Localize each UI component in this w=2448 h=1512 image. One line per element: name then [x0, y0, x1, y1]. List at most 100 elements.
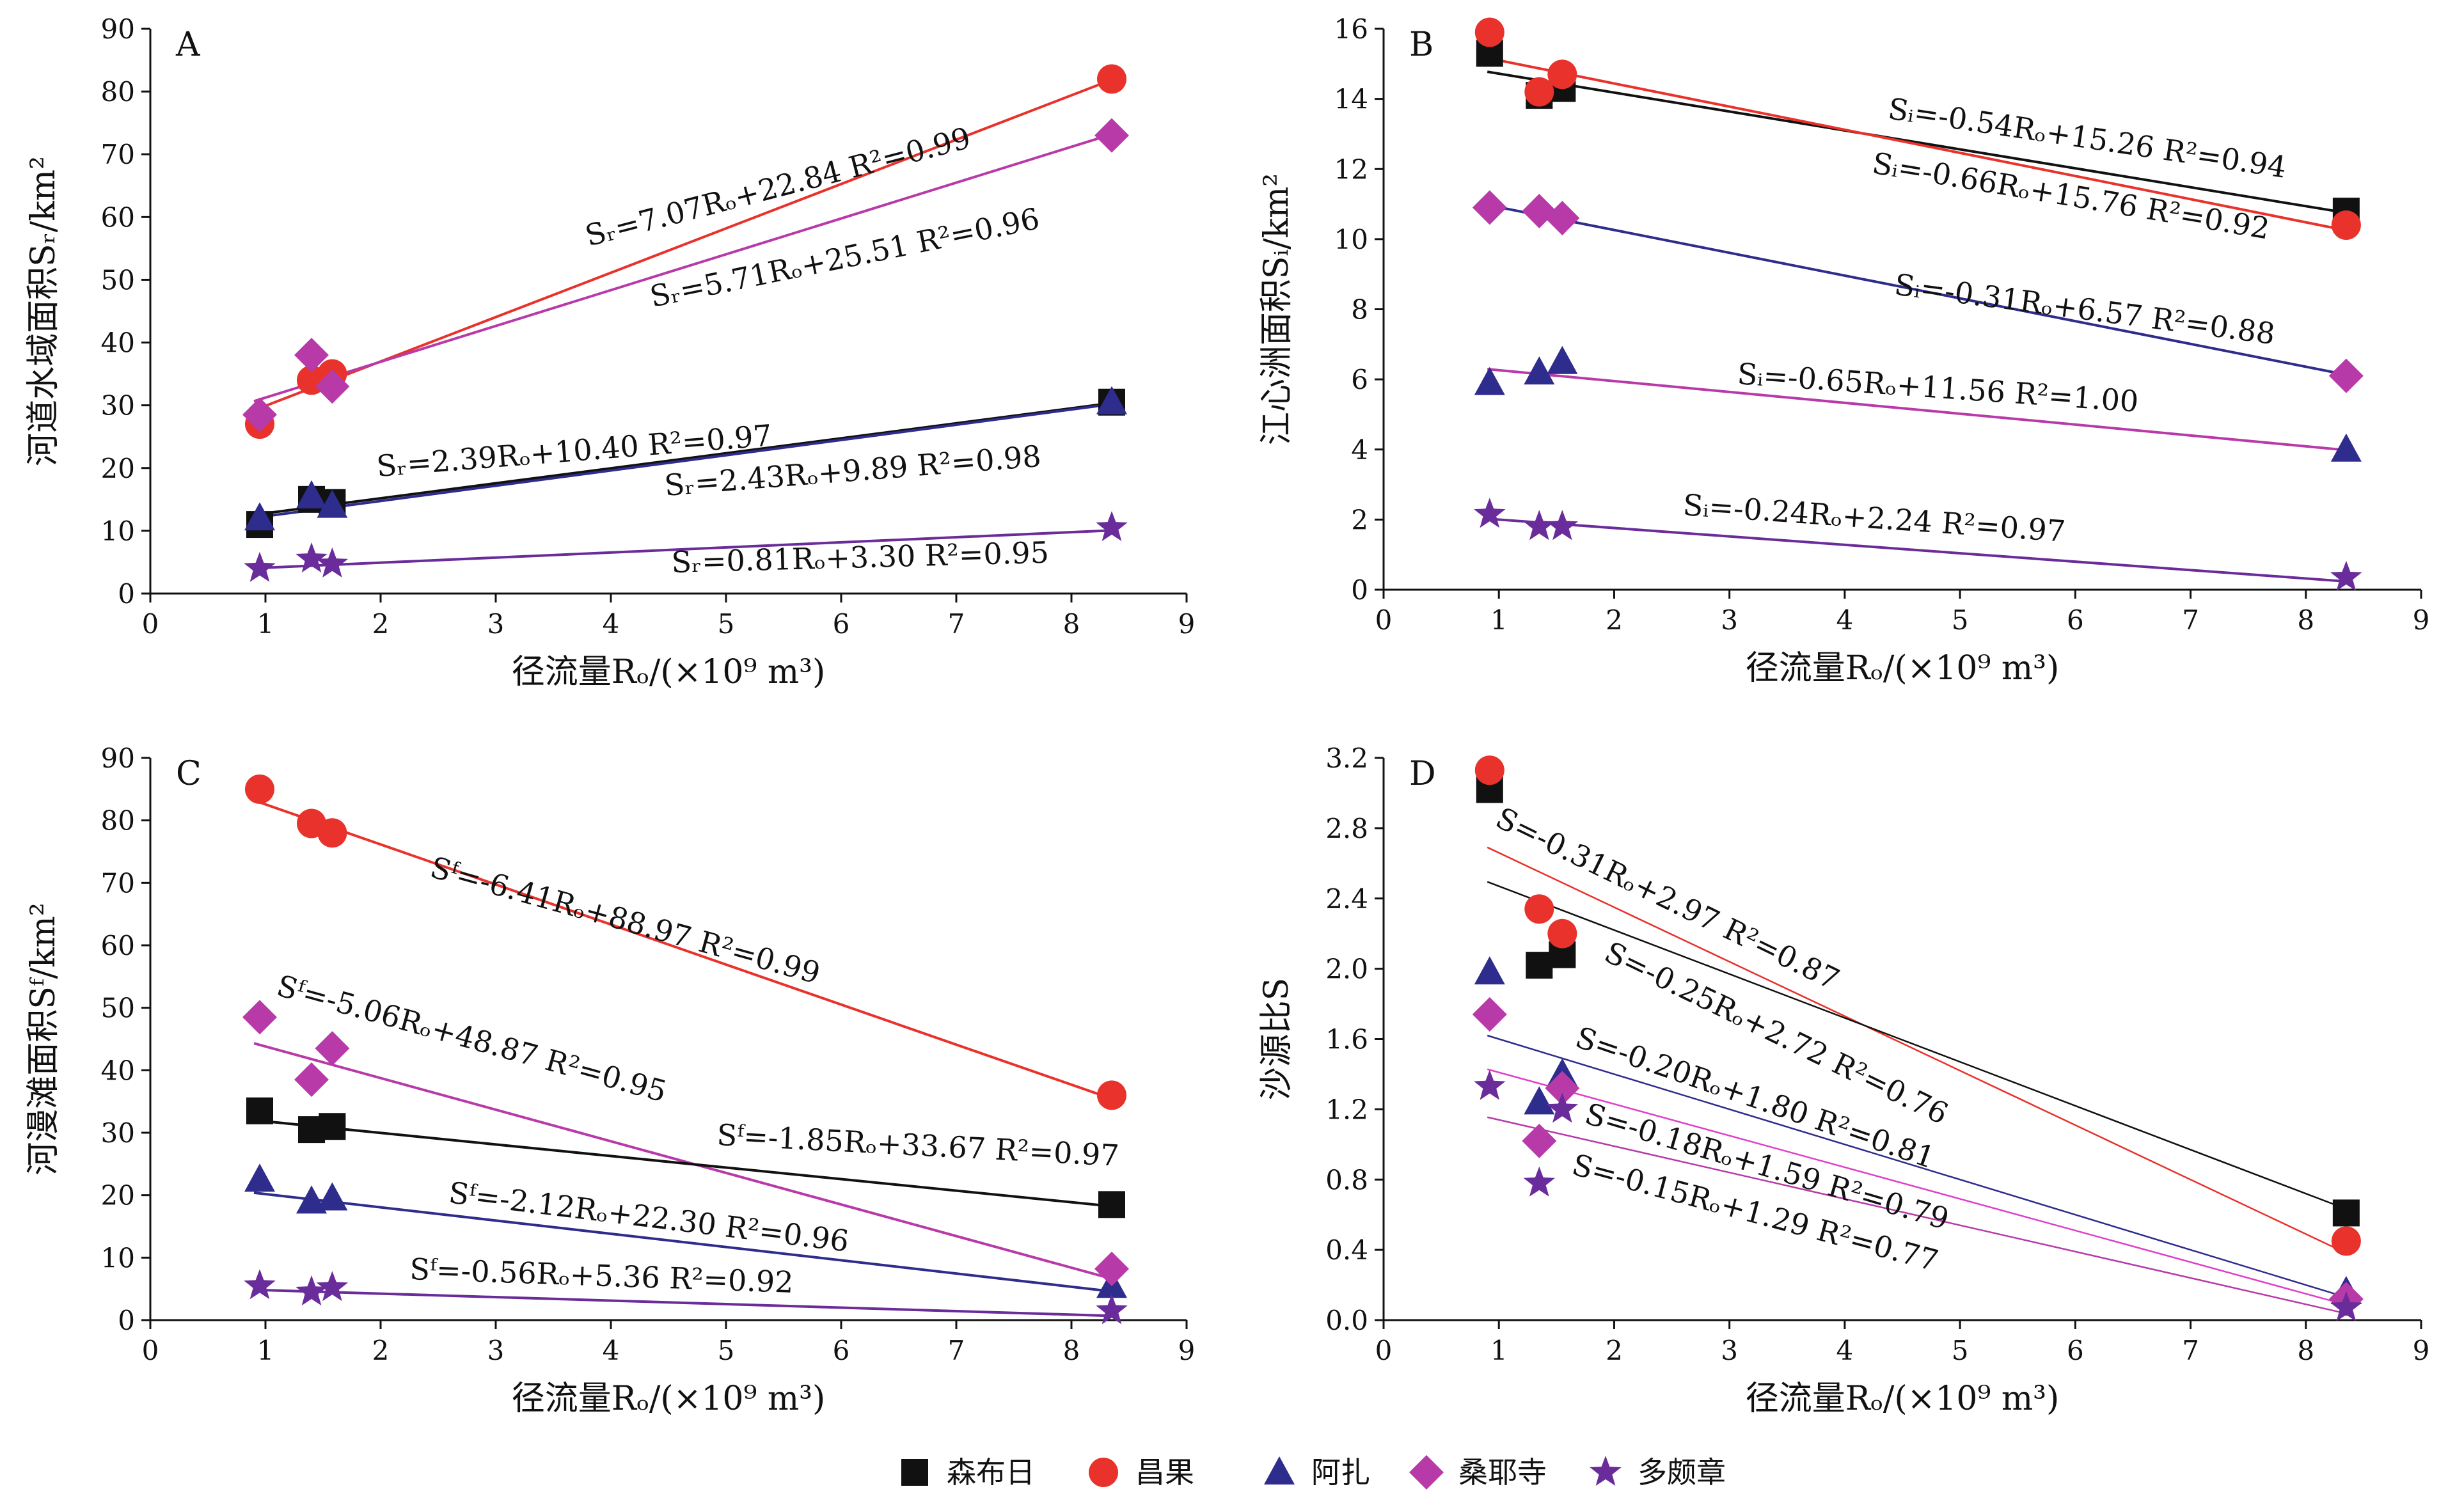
y-tick-label: 60	[101, 930, 135, 961]
panel-d: 0 1 2 3 4 5 6 7 8 9 0.0 0.4 0.8 1.2 1.6 2.0 2.4 2.8 3.2 D 径流…	[1258, 743, 2429, 1418]
fit-line-senburi	[253, 402, 1112, 516]
data-point-changguo	[1474, 755, 1504, 785]
fit-line-duopozhang	[1487, 1116, 2347, 1314]
x-axis-title: 径流量Rₒ/(×10⁹ m³)	[1746, 649, 2060, 688]
data-point-duopozhang	[1474, 498, 1506, 528]
x-tick-label: 5	[1952, 604, 1969, 636]
fit-equation-changguo: Sᶠ=-6.41Rₒ+88.97 R²=0.99	[427, 850, 824, 991]
y-tick-label: 60	[101, 201, 135, 233]
data-point-changguo	[1547, 918, 1577, 949]
data-point-sangyesi	[1545, 200, 1580, 235]
data-point-sangyesi	[294, 338, 329, 373]
fit-line-senburi	[1487, 881, 2347, 1210]
y-tick-label: 30	[101, 390, 135, 421]
x-tick-label: 6	[2067, 604, 2084, 636]
x-tick-label: 6	[2067, 1335, 2084, 1366]
y-tick-label: 6	[1351, 364, 1368, 395]
data-point-duopozhang	[1546, 1092, 1579, 1123]
data-point-aza	[296, 480, 327, 508]
x-tick-label: 8	[1063, 1335, 1080, 1366]
x-tick-label: 9	[1178, 608, 1196, 640]
legend-label-changguo: 昌果	[1135, 1455, 1194, 1490]
data-point-duopozhang	[1096, 1294, 1128, 1325]
y-tick-label: 0.0	[1325, 1305, 1368, 1336]
fit-line-aza	[253, 402, 1112, 519]
fit-equation-aza: Sᵢ=-0.65Rₒ+11.56 R²=1.00	[1736, 356, 2140, 419]
fit-equation-duopozhang: Sᵢ=-0.24Rₒ+2.24 R²=0.97	[1682, 487, 2067, 549]
data-point-duopozhang	[1523, 1166, 1555, 1197]
y-tick-label: 0	[1351, 574, 1368, 606]
data-point-senburi	[1526, 952, 1553, 979]
fit-line-senburi	[253, 1119, 1112, 1208]
fit-line-changguo	[253, 78, 1112, 412]
y-tick-label: 1.6	[1325, 1024, 1368, 1055]
x-tick-label: 4	[603, 608, 620, 640]
data-point-changguo	[1474, 17, 1504, 47]
data-point-senburi	[2332, 1199, 2360, 1227]
data-point-aza	[244, 502, 275, 531]
fit-line-sangyesi	[1487, 1068, 2347, 1306]
fit-line-aza	[1487, 203, 2347, 376]
y-tick-label: 30	[101, 1117, 135, 1149]
fit-line-aza	[1487, 1034, 2347, 1298]
data-point-senburi	[246, 1097, 273, 1124]
y-tick-label: 0	[118, 578, 135, 610]
data-point-sangyesi	[1094, 1251, 1129, 1286]
y-axis-title: 沙源比S	[1258, 978, 1296, 1101]
legend-label-aza: 阿扎	[1311, 1455, 1370, 1490]
x-tick-label: 2	[1606, 1335, 1623, 1366]
x-tick-label: 6	[833, 1335, 850, 1366]
x-tick-label: 7	[2182, 604, 2199, 636]
panel-letter: B	[1409, 26, 1433, 64]
legend: 森布日 昌果 阿扎 桑耶寺 多颇章	[901, 1455, 1726, 1490]
fit-line-duopozhang	[253, 1288, 1112, 1318]
y-tick-label: 2	[1351, 504, 1368, 535]
data-point-duopozhang	[296, 542, 328, 573]
fit-equation-duopozhang: Sᵣ=0.81Rₒ+3.30 R²=0.95	[671, 535, 1050, 579]
data-point-aza	[244, 1163, 275, 1192]
x-tick-label: 1	[1490, 604, 1508, 636]
y-tick-label: 70	[101, 139, 135, 170]
data-point-sangyesi	[315, 1031, 350, 1066]
data-point-sangyesi	[242, 397, 277, 432]
x-tick-label: 2	[372, 1335, 390, 1366]
y-tick-label: 0	[118, 1305, 135, 1336]
y-tick-label: 4	[1351, 434, 1368, 466]
y-tick-label: 1.2	[1325, 1094, 1368, 1125]
y-tick-label: 2.8	[1325, 813, 1368, 844]
y-tick-label: 8	[1351, 294, 1368, 326]
y-tick-label: 3.2	[1325, 743, 1368, 774]
data-point-changguo	[1547, 59, 1577, 90]
fit-line-changguo	[1487, 56, 2347, 232]
data-point-changguo	[245, 774, 274, 804]
y-tick-label: 50	[101, 993, 135, 1024]
y-tick-label: 0.4	[1325, 1234, 1368, 1266]
panel-letter: D	[1409, 755, 1436, 793]
x-tick-label: 9	[2413, 1335, 2430, 1366]
y-tick-label: 20	[101, 1180, 135, 1211]
legend-label-senburi: 森布日	[947, 1455, 1035, 1490]
y-axis-title: 河漫滩面积Sᶠ/km²	[24, 902, 63, 1175]
fit-line-duopozhang	[1487, 517, 2347, 583]
data-point-duopozhang	[1523, 510, 1555, 540]
data-point-duopozhang	[2330, 560, 2362, 591]
data-point-duopozhang	[316, 547, 349, 578]
y-tick-label: 14	[1334, 84, 1368, 115]
x-tick-label: 3	[487, 1335, 505, 1366]
y-tick-label: 70	[101, 867, 135, 899]
fit-equation-aza: Sᶠ=-2.12Rₒ+22.30 R²=0.96	[447, 1175, 851, 1258]
data-point-aza	[1524, 356, 1555, 385]
y-tick-label: 10	[101, 516, 135, 547]
data-point-duopozhang	[244, 551, 276, 582]
y-tick-label: 2.4	[1325, 883, 1368, 915]
data-point-senburi	[1098, 1191, 1125, 1218]
data-point-changguo	[2331, 1226, 2361, 1256]
y-tick-label: 80	[101, 76, 135, 107]
x-tick-label: 9	[2413, 604, 2430, 636]
x-axis-title: 径流量Rₒ/(×10⁹ m³)	[512, 1380, 826, 1418]
data-point-changguo	[1097, 1080, 1126, 1110]
data-point-aza	[1547, 345, 1578, 374]
x-tick-label: 1	[1490, 1335, 1508, 1366]
